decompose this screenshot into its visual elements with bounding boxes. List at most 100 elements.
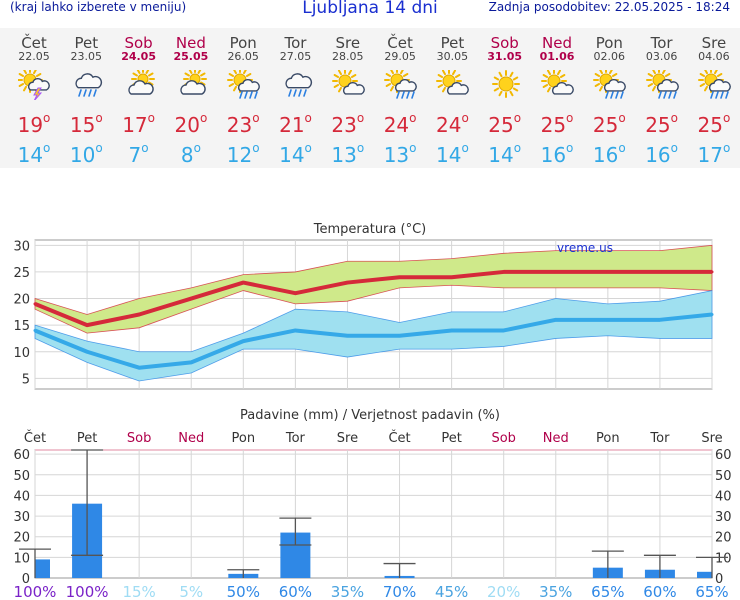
min-temperature-value: 16 bbox=[645, 143, 671, 167]
y-tick-label-right: 40 bbox=[715, 489, 732, 504]
day-date: 26.05 bbox=[227, 50, 259, 63]
day-date: 23.05 bbox=[70, 50, 103, 63]
probability-label: 60% bbox=[279, 583, 312, 600]
max-temperature-value: 24 bbox=[435, 113, 462, 137]
degree-symbol: o bbox=[566, 111, 574, 125]
y-tick-label: 15 bbox=[13, 319, 30, 334]
data-point bbox=[85, 350, 89, 354]
day-date: 28.05 bbox=[332, 50, 364, 63]
day-name: Sob bbox=[124, 34, 153, 52]
sun-cloud-icon bbox=[541, 70, 574, 95]
data-point bbox=[606, 270, 610, 274]
degree-symbol: o bbox=[722, 141, 731, 155]
data-point bbox=[554, 270, 558, 274]
max-temperature: 17o bbox=[113, 111, 165, 137]
x-tick-label: Čet bbox=[24, 430, 46, 446]
x-tick-label: Pon bbox=[596, 431, 620, 446]
day-name: Sob bbox=[490, 34, 519, 52]
data-point bbox=[345, 334, 349, 338]
degree-symbol: o bbox=[252, 111, 260, 125]
day-date: 24.05 bbox=[121, 50, 156, 63]
data-point bbox=[293, 291, 297, 295]
data-point bbox=[658, 318, 662, 322]
max-temperature: 25o bbox=[479, 111, 531, 137]
sun-cloud-icon bbox=[331, 70, 365, 95]
min-temperature-value: 13 bbox=[331, 143, 357, 167]
data-point bbox=[398, 275, 402, 279]
degree-symbol: o bbox=[304, 111, 312, 125]
day-name: Čet bbox=[21, 34, 47, 52]
degree-symbol: o bbox=[461, 141, 469, 155]
data-point bbox=[137, 313, 141, 316]
min-temperature: 14o bbox=[8, 141, 60, 167]
degree-symbol: o bbox=[356, 141, 365, 155]
sun-cloud-icon bbox=[436, 70, 470, 95]
sun-cloud-rain-icon bbox=[697, 70, 731, 99]
data-point bbox=[554, 318, 558, 322]
sun-cloud-rain-icon bbox=[227, 70, 261, 99]
max-temperature: 25o bbox=[531, 111, 583, 137]
y-tick-label: 40 bbox=[13, 489, 30, 504]
probability-label: 65% bbox=[695, 583, 728, 600]
min-temperature: 10o bbox=[60, 141, 112, 167]
min-temperature: 17o bbox=[688, 141, 740, 167]
probability-label: 50% bbox=[227, 583, 260, 600]
data-point bbox=[189, 360, 193, 364]
data-point bbox=[450, 275, 454, 279]
page-title: Ljubljana 14 dni bbox=[302, 0, 438, 18]
day-date: 31.05 bbox=[487, 50, 523, 63]
degree-symbol: o bbox=[43, 111, 51, 125]
sun-cloud-rain-icon bbox=[593, 70, 627, 99]
probability-label: 100% bbox=[66, 583, 109, 600]
min-temperature-value: 16 bbox=[592, 143, 619, 167]
chart-title: Temperatura (°C) bbox=[313, 222, 426, 237]
max-temperature: 19o bbox=[8, 111, 60, 137]
data-point bbox=[85, 323, 89, 327]
sun-cloud-rain-icon bbox=[645, 70, 679, 99]
y-tick-label-right: 60 bbox=[715, 448, 732, 463]
min-temperature: 16o bbox=[583, 141, 635, 167]
data-point bbox=[502, 328, 506, 332]
degree-symbol: o bbox=[722, 111, 731, 125]
data-point bbox=[345, 281, 349, 285]
y-tick-label-right: 30 bbox=[715, 510, 732, 525]
precipitation-bar bbox=[35, 559, 50, 578]
degree-symbol: o bbox=[141, 141, 149, 155]
y-tick-label: 60 bbox=[13, 448, 30, 463]
min-temperature: 8o bbox=[165, 141, 217, 167]
y-tick-label-right: 0 bbox=[715, 572, 723, 587]
min-temperature-value: 14 bbox=[17, 143, 44, 167]
y-tick-label: 50 bbox=[13, 469, 30, 484]
min-temperature: 16o bbox=[531, 141, 583, 167]
min-temperature-value: 8 bbox=[180, 143, 194, 167]
day-name: Ned bbox=[542, 34, 572, 52]
x-tick-label: Sre bbox=[701, 431, 722, 446]
data-point bbox=[241, 339, 245, 343]
max-temperature: 21o bbox=[270, 111, 322, 137]
y-tick-label: 20 bbox=[13, 531, 30, 546]
degree-symbol: o bbox=[461, 111, 469, 125]
series-line bbox=[34, 269, 712, 328]
plot-area bbox=[34, 449, 713, 579]
day-name: Pet bbox=[74, 34, 99, 52]
min-temperature-value: 14 bbox=[279, 143, 305, 167]
data-point bbox=[502, 270, 506, 274]
x-tick-label: Sob bbox=[491, 431, 515, 446]
max-temperature: 20o bbox=[165, 111, 217, 137]
data-point bbox=[606, 318, 610, 322]
max-temperature: 24o bbox=[426, 111, 478, 137]
max-temperature: 23o bbox=[217, 111, 269, 137]
degree-symbol: o bbox=[566, 141, 574, 155]
x-tick-label: Sob bbox=[127, 431, 151, 446]
max-temperature-value: 15 bbox=[69, 113, 96, 137]
y-tick-label: 25 bbox=[13, 266, 30, 281]
min-temperature: 14o bbox=[426, 141, 478, 167]
y-tick-label: 10 bbox=[13, 551, 30, 566]
x-tick-label: Ned bbox=[178, 431, 204, 446]
data-point bbox=[137, 366, 141, 370]
cloud-rain-icon bbox=[284, 73, 312, 97]
max-temperature-value: 25 bbox=[645, 113, 671, 137]
degree-symbol: o bbox=[618, 141, 626, 155]
day-date: 04.06 bbox=[698, 50, 730, 63]
min-temperature: 12o bbox=[217, 141, 269, 167]
